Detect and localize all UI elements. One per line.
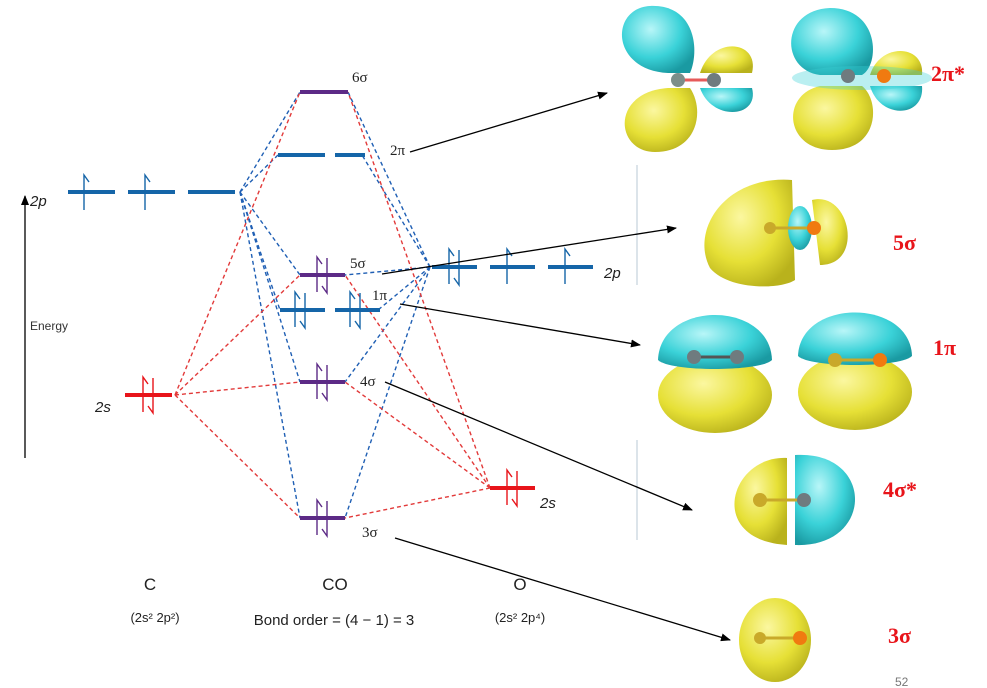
oxygen-2s-correlation-lines [344,91,491,519]
mo-2pi-label: 2π [390,143,406,159]
oxygen-config-label: (2s² 2p⁴) [495,610,545,625]
mo-1pi [280,289,380,331]
mo-5sigma [300,254,345,296]
mo-6sigma-label: 6σ [352,70,368,86]
orbital-2pi-star-label: 2π* [931,61,965,86]
oxygen-2s-level [490,467,535,509]
orbital-4sigma-star [734,454,855,546]
orbital-2pi-star-left [621,5,753,152]
orbital-2pi-star-right [791,8,932,150]
correlation-lines [174,91,491,519]
carbon-2s-level [125,374,172,416]
mo-4sigma [300,361,345,403]
carbon-atom-label: C [144,575,156,594]
carbon-2p-electrons [83,172,151,210]
oxygen-2s-label: 2s [539,495,556,512]
orbital-1pi-left [658,315,772,433]
bond-order-label: Bond order = (4 − 1) = 3 [254,612,415,629]
oxygen-2p-level [432,246,593,288]
orbital-3sigma [739,598,811,682]
mo-5sigma-label: 5σ [350,256,366,272]
energy-axis: Energy [21,195,68,458]
carbon-config-label: (2s² 2p²) [130,610,179,625]
orbital-arrows [381,91,731,642]
orbital-3sigma-label: 3σ [888,623,911,648]
oxygen-2p-label: 2p [603,265,621,282]
page-number: 52 [895,675,909,688]
orbital-1pi-right [798,312,912,430]
mo-3sigma [300,497,345,539]
oxygen-2p-correlation-lines [344,91,431,519]
co-molecule-label: CO [322,575,348,594]
orbital-1pi-label: 1π [933,335,956,360]
energy-axis-label: Energy [30,319,68,333]
orbital-4sigma-star-label: 4σ* [883,477,917,502]
orbital-5sigma-label: 5σ [893,230,916,255]
mo-3sigma-label: 3σ [362,525,378,541]
carbon-2p-label: 2p [29,193,47,210]
mo-1pi-label: 1π [372,288,388,304]
carbon-2s-label: 2s [94,399,111,416]
orbital-5sigma [704,179,848,287]
oxygen-atom-label: O [513,575,526,594]
carbon-2s-correlation-lines [174,91,301,519]
mo-4sigma-label: 4σ [360,374,376,390]
